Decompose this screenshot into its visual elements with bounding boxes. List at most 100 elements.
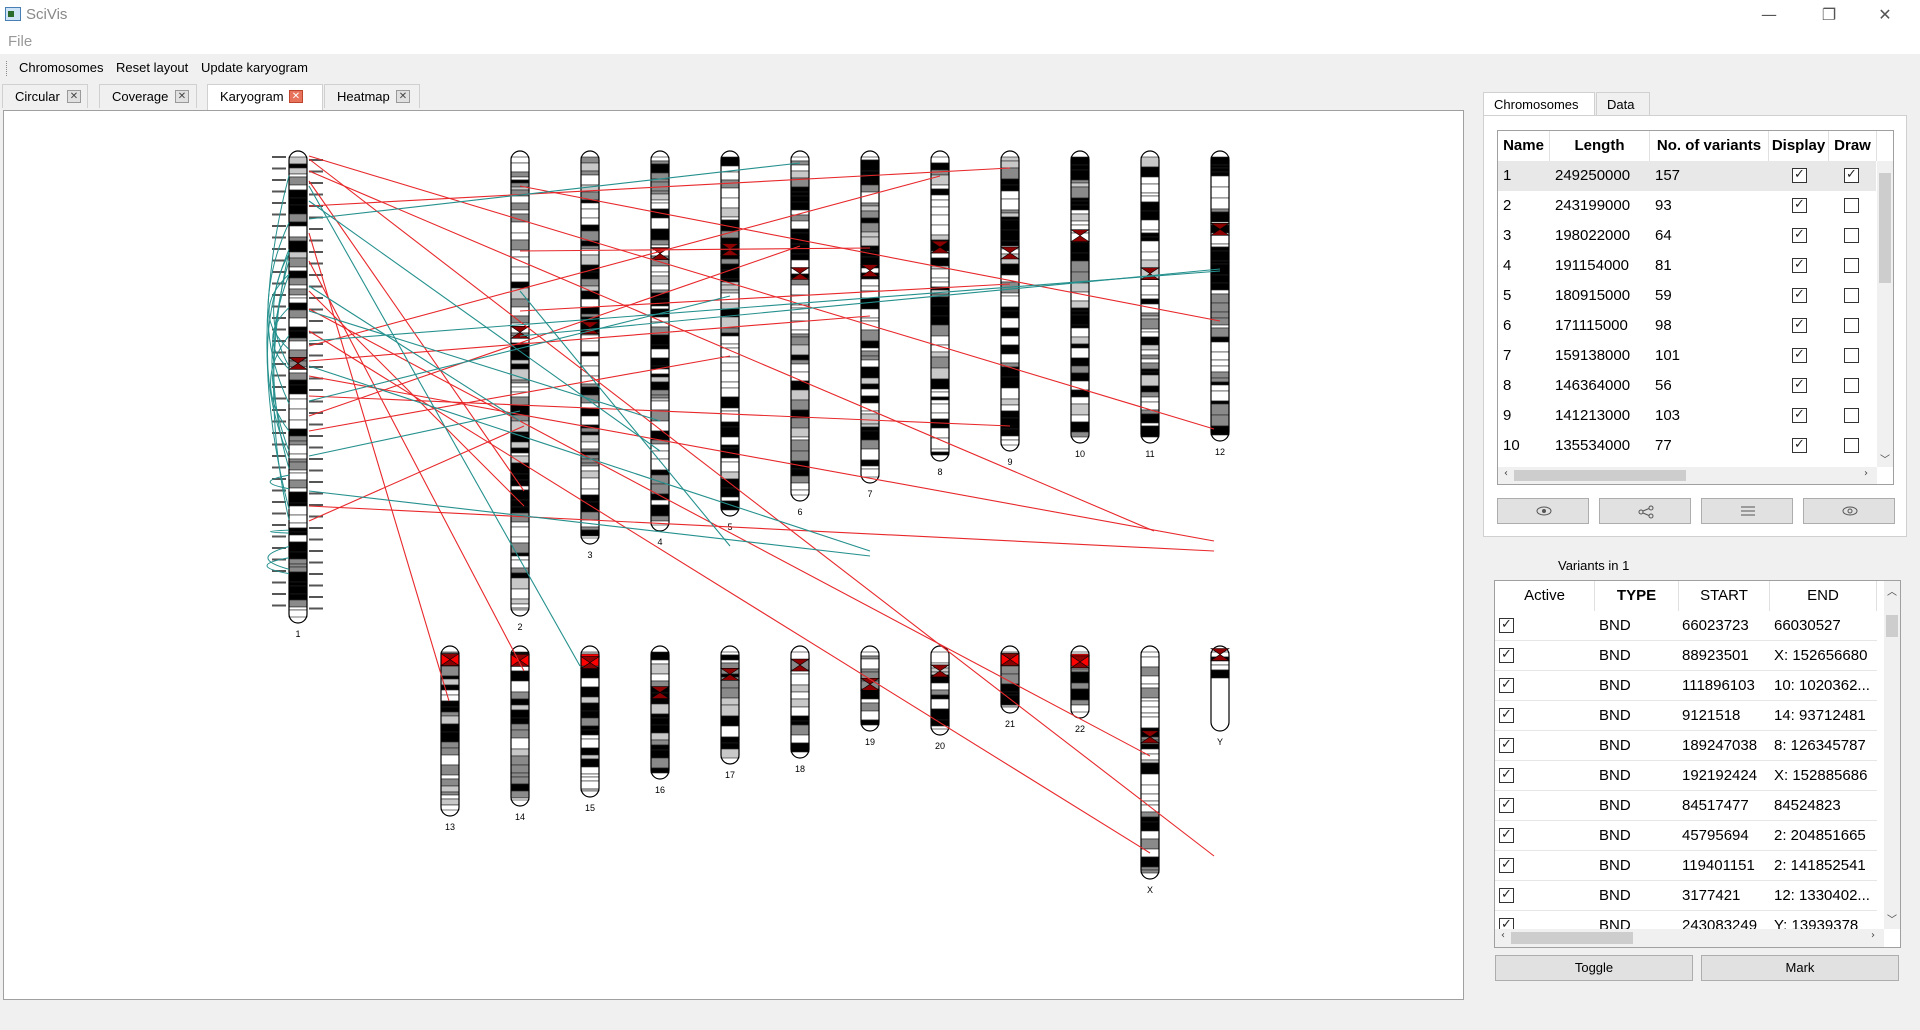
close-icon[interactable]: ✕ xyxy=(1878,5,1892,24)
variants-table[interactable]: Active TYPE ˆ START END BND 66023723 66030… xyxy=(1494,580,1901,948)
scroll-thumb[interactable] xyxy=(1511,932,1633,944)
hide-all-button[interactable] xyxy=(1803,498,1895,524)
update-karyogram-button[interactable]: Update karyogram xyxy=(201,60,308,75)
table-row[interactable]: 3 198022000 64 xyxy=(1498,221,1876,251)
draw-checkbox[interactable] xyxy=(1844,318,1859,333)
active-checkbox[interactable] xyxy=(1499,616,1514,634)
table-row[interactable]: 9 141213000 103 xyxy=(1498,401,1876,431)
tab-chromosomes[interactable]: Chromosomes xyxy=(1483,92,1595,117)
column-header[interactable]: No. of variants xyxy=(1650,131,1769,161)
close-tab-icon[interactable]: ✕ xyxy=(396,90,410,103)
vertical-scrollbar[interactable]: ︿ ﹀ xyxy=(1884,581,1900,929)
variant-row[interactable]: BND 189247038 8: 126345787 xyxy=(1495,731,1877,761)
scroll-thumb[interactable] xyxy=(1879,173,1891,283)
horizontal-scrollbar[interactable]: ‹ › xyxy=(1495,929,1884,947)
scroll-right-icon[interactable]: › xyxy=(1871,930,1875,941)
scroll-left-icon[interactable]: ‹ xyxy=(1504,468,1508,479)
reset-layout-button[interactable]: Reset layout xyxy=(116,60,189,75)
scroll-up-icon[interactable]: ︿ xyxy=(1887,587,1897,598)
share-button[interactable] xyxy=(1599,498,1691,524)
horizontal-scrollbar[interactable]: ‹ › xyxy=(1498,467,1877,484)
draw-checkbox[interactable] xyxy=(1844,166,1859,184)
list-button[interactable] xyxy=(1701,498,1793,524)
active-checkbox[interactable] xyxy=(1499,796,1514,814)
close-tab-icon[interactable]: ✕ xyxy=(67,90,81,103)
table-row[interactable]: 8 146364000 56 xyxy=(1498,371,1876,401)
scroll-right-icon[interactable]: › xyxy=(1864,468,1868,479)
display-checkbox[interactable] xyxy=(1792,436,1807,454)
tab-data[interactable]: Data xyxy=(1596,92,1650,116)
variant-row[interactable]: BND 88923501 X: 152656680 xyxy=(1495,641,1877,671)
vertical-scrollbar[interactable]: ﹀ xyxy=(1877,161,1893,467)
display-checkbox[interactable] xyxy=(1792,316,1807,334)
draw-checkbox[interactable] xyxy=(1844,438,1859,453)
draw-checkbox[interactable] xyxy=(1844,228,1859,243)
column-header[interactable]: Display xyxy=(1769,131,1829,161)
display-checkbox[interactable] xyxy=(1792,256,1807,274)
column-header[interactable]: END xyxy=(1770,581,1877,611)
variant-row[interactable]: BND 9121518 14: 93712481 xyxy=(1495,701,1877,731)
scroll-down-icon[interactable]: ﹀ xyxy=(1880,455,1890,466)
active-checkbox[interactable] xyxy=(1499,856,1514,874)
toggle-button[interactable]: Toggle xyxy=(1495,955,1693,981)
active-checkbox[interactable] xyxy=(1499,736,1514,754)
tab-coverage[interactable]: Coverage ✕ xyxy=(99,84,197,108)
scroll-left-icon[interactable]: ‹ xyxy=(1501,930,1505,941)
scroll-thumb[interactable] xyxy=(1886,615,1898,637)
display-checkbox[interactable] xyxy=(1792,166,1807,184)
column-header[interactable]: Length xyxy=(1550,131,1650,161)
karyogram-view[interactable]: 12345678910111213141516171819202122XY xyxy=(4,111,1463,999)
display-checkbox[interactable] xyxy=(1792,376,1807,394)
display-checkbox[interactable] xyxy=(1792,346,1807,364)
display-checkbox[interactable] xyxy=(1792,196,1807,214)
table-row[interactable]: 1 249250000 157 xyxy=(1498,161,1876,191)
menu-file[interactable]: File xyxy=(8,33,33,50)
tab-heatmap[interactable]: Heatmap ✕ xyxy=(324,84,420,108)
toolbar-grip[interactable] xyxy=(6,61,8,76)
draw-checkbox[interactable] xyxy=(1844,258,1859,273)
draw-checkbox[interactable] xyxy=(1844,198,1859,213)
show-all-button[interactable] xyxy=(1497,498,1589,524)
variant-row[interactable]: BND 66023723 66030527 xyxy=(1495,611,1877,641)
table-row[interactable]: 2 243199000 93 xyxy=(1498,191,1876,221)
display-checkbox[interactable] xyxy=(1792,226,1807,244)
draw-checkbox[interactable] xyxy=(1844,378,1859,393)
column-header-sorted[interactable]: TYPE xyxy=(1595,581,1679,611)
close-tab-icon[interactable]: ✕ xyxy=(289,90,303,103)
karyogram-canvas[interactable]: 12345678910111213141516171819202122XY xyxy=(3,110,1464,1000)
table-row[interactable]: 5 180915000 59 xyxy=(1498,281,1876,311)
column-header[interactable]: START xyxy=(1679,581,1770,611)
minimize-icon[interactable]: — xyxy=(1761,5,1777,24)
close-tab-icon[interactable]: ✕ xyxy=(175,90,189,103)
active-checkbox[interactable] xyxy=(1499,886,1514,904)
active-checkbox[interactable] xyxy=(1499,676,1514,694)
column-header[interactable]: Name xyxy=(1498,131,1550,161)
variant-row[interactable]: BND 192192424 X: 152885686 xyxy=(1495,761,1877,791)
display-checkbox[interactable] xyxy=(1792,406,1807,424)
tab-karyogram[interactable]: Karyogram ✕ xyxy=(207,84,323,110)
table-row[interactable]: 10 135534000 77 xyxy=(1498,431,1876,461)
variant-row[interactable]: BND 119401151 2: 141852541 xyxy=(1495,851,1877,881)
draw-checkbox[interactable] xyxy=(1844,288,1859,303)
column-header[interactable]: Active xyxy=(1495,581,1595,611)
active-checkbox[interactable] xyxy=(1499,706,1514,724)
chromosome-table[interactable]: Name Length No. of variants Display Draw… xyxy=(1497,130,1894,485)
tab-circular[interactable]: Circular ✕ xyxy=(2,84,88,108)
variant-row[interactable]: BND 3177421 12: 1330402... xyxy=(1495,881,1877,911)
maximize-icon[interactable]: ❐ xyxy=(1821,5,1837,24)
mark-button[interactable]: Mark xyxy=(1701,955,1899,981)
active-checkbox[interactable] xyxy=(1499,826,1514,844)
draw-checkbox[interactable] xyxy=(1844,408,1859,423)
table-row[interactable]: 7 159138000 101 xyxy=(1498,341,1876,371)
active-checkbox[interactable] xyxy=(1499,766,1514,784)
column-header[interactable]: Draw xyxy=(1829,131,1877,161)
display-checkbox[interactable] xyxy=(1792,286,1807,304)
scroll-thumb[interactable] xyxy=(1514,470,1686,481)
variant-row[interactable]: BND 45795694 2: 204851665 xyxy=(1495,821,1877,851)
variant-row[interactable]: BND 111896103 10: 1020362... xyxy=(1495,671,1877,701)
draw-checkbox[interactable] xyxy=(1844,348,1859,363)
active-checkbox[interactable] xyxy=(1499,646,1514,664)
scroll-down-icon[interactable]: ﹀ xyxy=(1887,915,1897,926)
table-row[interactable]: 4 191154000 81 xyxy=(1498,251,1876,281)
variant-row[interactable]: BND 84517477 84524823 xyxy=(1495,791,1877,821)
